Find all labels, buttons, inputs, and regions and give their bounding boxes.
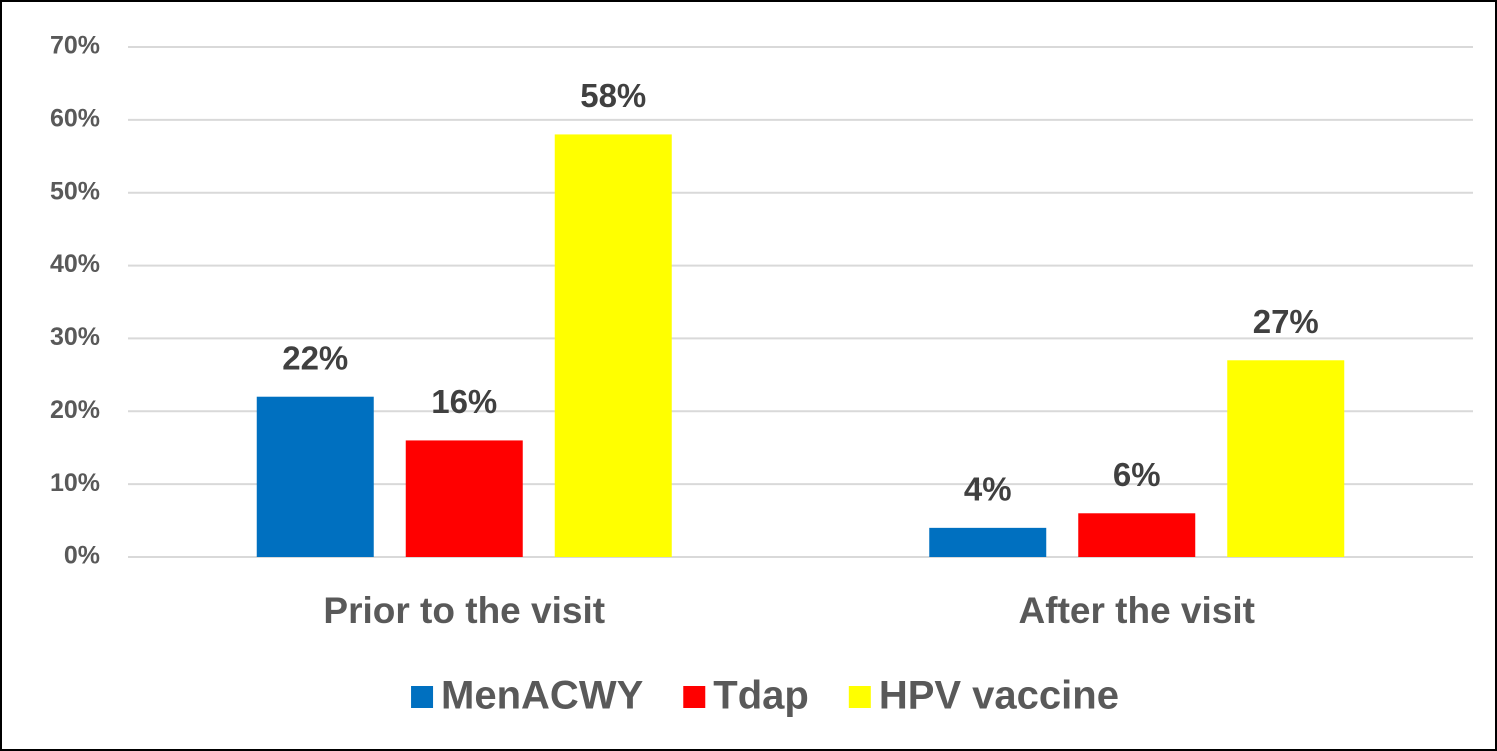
legend-label: Tdap — [713, 674, 809, 718]
bar — [1227, 360, 1345, 557]
legend-swatch — [683, 686, 706, 708]
data-label: 58% — [580, 77, 646, 114]
data-label: 16% — [431, 383, 497, 420]
data-label: 22% — [282, 339, 348, 376]
bar — [554, 134, 672, 557]
legend-label: MenACWY — [441, 674, 644, 718]
bar — [1078, 513, 1196, 557]
y-tick-label: 70% — [50, 32, 100, 60]
x-tick-label: Prior to the visit — [323, 590, 605, 631]
legend-swatch — [848, 686, 871, 708]
data-label: 27% — [1253, 303, 1319, 340]
bar — [929, 527, 1047, 557]
bar — [405, 440, 523, 557]
y-tick-label: 20% — [50, 396, 100, 424]
legend-swatch — [411, 686, 434, 708]
legend-label: HPV vaccine — [879, 674, 1119, 718]
data-label: 6% — [1113, 456, 1161, 493]
y-tick-label: 40% — [50, 250, 100, 278]
bar — [256, 396, 374, 557]
y-tick-label: 60% — [50, 104, 100, 132]
y-tick-label: 0% — [64, 542, 100, 570]
y-tick-label: 30% — [50, 323, 100, 351]
x-tick-label: After the visit — [1019, 590, 1255, 631]
data-label: 4% — [964, 471, 1012, 508]
y-tick-label: 50% — [50, 177, 100, 205]
y-tick-label: 10% — [50, 469, 100, 497]
